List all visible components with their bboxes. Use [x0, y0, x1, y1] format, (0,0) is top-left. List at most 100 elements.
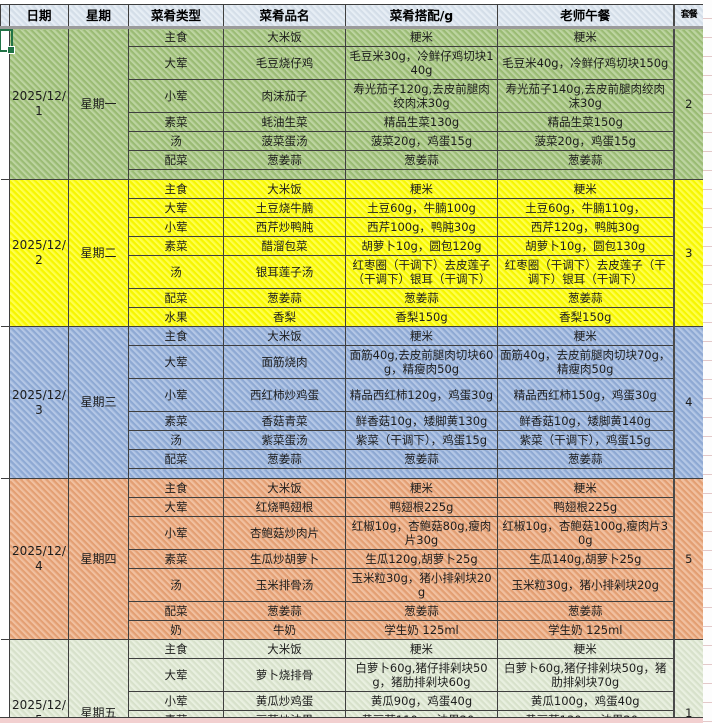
cell-teacher-lunch[interactable]: 西芹120g，鸭肫30g	[497, 217, 674, 237]
column-header-6[interactable]: 套餐	[672, 4, 704, 29]
cell-portion[interactable]: 面筋40g,去皮前腿肉切块60g，精瘦肉50g	[345, 345, 498, 379]
header-gutter[interactable]	[0, 4, 10, 29]
sheet-empty-area[interactable]	[703, 0, 712, 723]
cell-portion[interactable]: 黄瓜90g，鸡蛋40g	[345, 691, 498, 711]
cell-teacher-lunch[interactable]: 寿光茄子140g,去皮前腿肉绞肉沫30g	[497, 79, 674, 113]
cell-teacher-lunch[interactable]: 精品西红柿150g，鸡蛋30g	[497, 378, 674, 412]
cell-dish-type[interactable]: 配菜	[128, 150, 224, 170]
cell-dish-type[interactable]: 主食	[128, 478, 224, 498]
cell-portion[interactable]: 生瓜120g,胡萝卜25g	[345, 549, 498, 569]
cell-teacher-lunch[interactable]: 粳米	[497, 478, 674, 498]
cell-teacher-lunch[interactable]: 黄瓜100g，鸡蛋40g	[497, 691, 674, 711]
cell-dish-name[interactable]: 大米饭	[223, 478, 346, 498]
next-section-sliver[interactable]	[0, 717, 703, 723]
cell-dish-type[interactable]: 配菜	[128, 601, 224, 621]
cell-portion[interactable]	[345, 169, 498, 180]
cell-dish-type[interactable]	[128, 169, 224, 180]
cell-portion[interactable]: 香梨150g	[345, 307, 498, 327]
cell-dish-type[interactable]: 配菜	[128, 449, 224, 469]
cell-portion[interactable]: 胡萝卜10g，圆包120g	[345, 236, 498, 256]
cell-weekday[interactable]: 星期四	[68, 478, 129, 640]
cell-dish-name[interactable]: 大米饭	[223, 27, 346, 47]
cell-portion[interactable]: 葱姜蒜	[345, 601, 498, 621]
cell-dish-name[interactable]: 大米饭	[223, 639, 346, 659]
fill-handle[interactable]	[7, 46, 15, 54]
cell-dish-type[interactable]: 小荤	[128, 691, 224, 711]
cell-dish-type[interactable]: 素菜	[128, 112, 224, 132]
cell-dish-name[interactable]: 银耳莲子汤	[223, 255, 346, 289]
cell-date[interactable]: 2025/12/3	[9, 326, 69, 479]
cell-dish-type[interactable]: 大荤	[128, 497, 224, 517]
cell-portion[interactable]: 精品生菜130g	[345, 112, 498, 132]
cell-weekday[interactable]: 星期一	[68, 27, 129, 180]
column-header-3[interactable]: 菜肴品名	[223, 4, 346, 29]
cell-portion[interactable]: 粳米	[345, 326, 498, 346]
cell-teacher-lunch[interactable]: 生瓜140g,胡萝卜25g	[497, 549, 674, 569]
cell-teacher-lunch[interactable]: 红椒10g，杏鲍菇100g,瘦肉片30g	[497, 516, 674, 550]
cell-portion[interactable]: 粳米	[345, 179, 498, 199]
cell-dish-name[interactable]: 大米饭	[223, 326, 346, 346]
cell-teacher-lunch[interactable]: 白萝卜60g,猪仔排剁块50g，猪肋排剁块70g	[497, 658, 674, 692]
cell-teacher-lunch[interactable]: 胡萝卜10g，圆包130g	[497, 236, 674, 256]
cell-teacher-lunch[interactable]: 鸭翅根225g	[497, 497, 674, 517]
cell-teacher-lunch[interactable]: 毛豆米40g，冷鲜仔鸡切块150g	[497, 46, 674, 80]
cell-date[interactable]: 2025/12/4	[9, 478, 69, 640]
cell-dish-name[interactable]: 杏鲍菇炒肉片	[223, 516, 346, 550]
cell-teacher-lunch[interactable]: 粳米	[497, 179, 674, 199]
cell-portion[interactable]: 鸭翅根225g	[345, 497, 498, 517]
cell-dish-name[interactable]: 大米饭	[223, 179, 346, 199]
cell-dish-type[interactable]: 汤	[128, 131, 224, 151]
cell-teacher-lunch[interactable]: 红枣圈（干调下）去皮莲子（干调下）银耳（干调下）	[497, 255, 674, 289]
cell-dish-type[interactable]: 奶	[128, 620, 224, 640]
cell-dish-name[interactable]: 西芹炒鸭肫	[223, 217, 346, 237]
column-header-4[interactable]: 菜肴搭配/g	[345, 4, 498, 29]
cell-dish-name[interactable]: 萝卜烧排骨	[223, 658, 346, 692]
cell-dish-name[interactable]: 面筋烧肉	[223, 345, 346, 379]
gutter-cell[interactable]	[0, 639, 10, 723]
cell-weekday[interactable]: 星期五	[68, 639, 129, 723]
cell-dish-name[interactable]: 菠菜蛋汤	[223, 131, 346, 151]
cell-teacher-lunch[interactable]: 面筋40g，去皮前腿肉切块70g，精瘦肉50g	[497, 345, 674, 379]
cell-teacher-lunch[interactable]: 粳米	[497, 639, 674, 659]
cell-dish-name[interactable]	[223, 468, 346, 479]
cell-portion[interactable]: 毛豆米30g，冷鲜仔鸡切块140g	[345, 46, 498, 80]
cell-dish-name[interactable]: 紫菜蛋汤	[223, 430, 346, 450]
cell-date[interactable]: 2025/12/1	[9, 27, 69, 180]
cell-dish-name[interactable]: 蚝油生菜	[223, 112, 346, 132]
cell-dish-type[interactable]: 主食	[128, 326, 224, 346]
cell-dish-type[interactable]: 小荤	[128, 79, 224, 113]
cell-teacher-lunch[interactable]: 紫菜（干调下），鸡蛋15g	[497, 430, 674, 450]
sheet-partial-row-above[interactable]	[0, 0, 703, 4]
cell-dish-type[interactable]: 大荤	[128, 46, 224, 80]
cell-dish-type[interactable]: 主食	[128, 27, 224, 47]
cell-dish-type[interactable]: 大荤	[128, 658, 224, 692]
cell-portion[interactable]: 紫菜（干调下），鸡蛋15g	[345, 430, 498, 450]
cell-dish-name[interactable]: 肉沫茄子	[223, 79, 346, 113]
cell-dish-type[interactable]: 素菜	[128, 549, 224, 569]
cell-dish-type[interactable]: 主食	[128, 179, 224, 199]
cell-teacher-lunch[interactable]: 鲜香菇10g，矮脚黄140g	[497, 411, 674, 431]
cell-dish-type[interactable]: 主食	[128, 639, 224, 659]
cell-teacher-lunch[interactable]: 土豆60g，牛腩110g，	[497, 198, 674, 218]
cell-dish-name[interactable]: 香梨	[223, 307, 346, 327]
cell-portion[interactable]: 粳米	[345, 639, 498, 659]
cell-dish-name[interactable]	[223, 169, 346, 180]
cell-portion[interactable]: 土豆60g，牛腩100g	[345, 198, 498, 218]
cell-dish-type[interactable]: 配菜	[128, 288, 224, 308]
cell-weekday[interactable]: 星期三	[68, 326, 129, 479]
cell-date[interactable]: 2025/12/2	[9, 179, 69, 327]
cell-dish-name[interactable]: 毛豆烧仔鸡	[223, 46, 346, 80]
cell-dish-name[interactable]: 葱姜蒜	[223, 449, 346, 469]
cell-dish-type[interactable]: 汤	[128, 430, 224, 450]
cell-set-meal[interactable]: 1	[672, 639, 704, 723]
cell-teacher-lunch[interactable]: 粳米	[497, 27, 674, 47]
cell-teacher-lunch[interactable]	[497, 169, 674, 180]
cell-dish-name[interactable]: 葱姜蒜	[223, 150, 346, 170]
cell-portion[interactable]: 鲜香菇10g，矮脚黄130g	[345, 411, 498, 431]
cell-teacher-lunch[interactable]: 菠菜20g，鸡蛋15g	[497, 131, 674, 151]
cell-set-meal[interactable]: 4	[672, 326, 704, 479]
column-header-1[interactable]: 星期	[68, 4, 129, 29]
cell-dish-name[interactable]: 香菇青菜	[223, 411, 346, 431]
cell-teacher-lunch[interactable]	[497, 468, 674, 479]
gutter-cell[interactable]	[0, 326, 10, 479]
